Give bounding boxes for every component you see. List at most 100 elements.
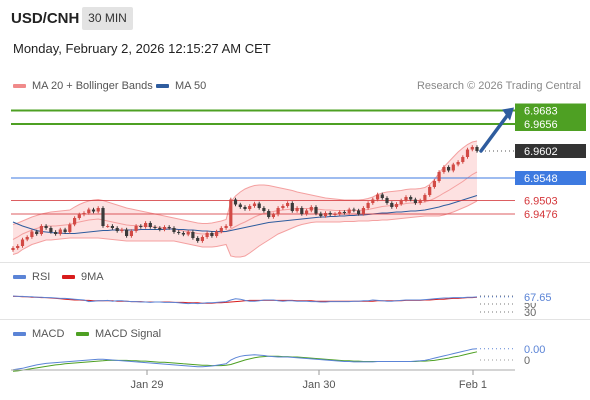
candle-body: [11, 248, 15, 250]
candle-body: [224, 226, 228, 228]
bollinger-band-fill: [13, 141, 477, 257]
candle-body: [366, 203, 370, 208]
candle-body: [451, 164, 455, 171]
price-level-label-5: 6.9476: [524, 209, 558, 221]
legend-rsi-label: RSI: [32, 271, 51, 283]
legend-rsi: RSI: [13, 271, 50, 283]
candles-group: [11, 145, 479, 252]
candle-body: [82, 213, 86, 215]
candle-body: [91, 209, 96, 212]
candle-body: [371, 199, 375, 203]
candle-body: [456, 162, 460, 165]
candle-body: [186, 232, 190, 235]
candle-body: [361, 208, 365, 214]
symbol-title: USD/CNH: [11, 10, 80, 27]
candle-body: [158, 228, 162, 230]
candle-body: [148, 223, 152, 227]
candle-body: [352, 209, 356, 211]
candle-body: [319, 213, 323, 216]
price-level-tag-2: [515, 144, 586, 158]
candle-body: [267, 211, 271, 217]
legend-rsi-ma: 9MA: [62, 271, 104, 283]
candle-body: [144, 223, 148, 227]
price-level-label-1: 6.9656: [524, 119, 558, 131]
candle-body: [219, 228, 223, 232]
x-tick-label-1: Jan 30: [302, 379, 335, 391]
rsi-line: [12, 295, 478, 305]
legend-ma50: MA 50: [156, 80, 206, 92]
candle-body: [77, 214, 81, 218]
candle-body: [376, 194, 380, 200]
candle-body: [172, 228, 176, 232]
candle-body: [413, 199, 417, 203]
candle-body: [309, 207, 313, 211]
candle-body: [233, 199, 238, 205]
candle-body: [243, 207, 247, 209]
candle-body: [338, 212, 342, 214]
candle-body: [404, 197, 408, 201]
candle-body: [271, 214, 275, 217]
candle-body: [333, 214, 337, 215]
candle-body: [153, 227, 157, 228]
candle-body: [314, 207, 318, 214]
timeframe-button[interactable]: 30 MIN: [82, 7, 133, 30]
price-level-tag-0: [515, 103, 586, 118]
candle-body: [347, 209, 351, 213]
candle-body: [437, 172, 441, 181]
pane-separator-macd: [0, 319, 590, 320]
candle-body: [191, 232, 195, 238]
x-tick-label-2: Feb 1: [459, 379, 487, 391]
chart-datetime: Monday, February 2, 2026 12:15:27 AM CET: [13, 41, 271, 56]
candle-body: [54, 232, 58, 234]
candle-body: [257, 203, 261, 208]
candle-body: [290, 203, 294, 211]
legend-bollinger-label: MA 20 + Bollinger Bands: [32, 80, 153, 92]
price-level-tag-1: [515, 117, 586, 131]
candle-body: [215, 231, 219, 236]
candle-body: [63, 229, 67, 232]
candle-body: [106, 226, 110, 227]
candle-body: [252, 203, 257, 206]
legend-rsi-ma-swatch: [62, 275, 75, 280]
legend-rsi-ma-label: 9MA: [81, 271, 104, 283]
candle-body: [181, 233, 185, 235]
x-tick-label-0: Jan 29: [130, 379, 163, 391]
forecast-arrow-shaft: [479, 112, 510, 153]
candle-body: [385, 198, 389, 203]
candle-body: [394, 204, 399, 207]
candle-body: [20, 239, 25, 246]
candle-body: [447, 167, 451, 171]
candle-body: [25, 237, 29, 240]
candle-body: [110, 226, 114, 228]
candle-body: [248, 206, 252, 209]
candle-body: [44, 226, 48, 228]
legend-ma50-label: MA 50: [175, 80, 207, 92]
price-level-label-2: 6.9602: [524, 146, 558, 158]
candle-body: [442, 167, 446, 172]
candle-body: [101, 208, 105, 226]
rsi-reference-label-2: 30: [524, 307, 536, 319]
candle-body: [205, 233, 209, 237]
candle-body: [281, 206, 285, 208]
price-level-label-0: 6.9683: [524, 106, 558, 118]
candle-body: [470, 147, 474, 150]
candle-body: [465, 149, 470, 157]
candle-body: [125, 229, 129, 236]
candle-body: [262, 208, 266, 211]
candle-body: [196, 238, 200, 241]
bollinger-lower-line: [12, 200, 478, 258]
candle-body: [73, 218, 77, 225]
candle-body: [68, 224, 72, 232]
candle-body: [342, 212, 346, 213]
candle-body: [238, 204, 242, 207]
candle-body: [461, 157, 465, 162]
candle-body: [295, 208, 299, 211]
candle-body: [323, 213, 328, 216]
candle-body: [177, 232, 181, 233]
candle-body: [432, 181, 436, 187]
macd-zero-label: 0: [524, 355, 530, 367]
candle-body: [305, 210, 309, 214]
candle-body: [200, 237, 204, 241]
